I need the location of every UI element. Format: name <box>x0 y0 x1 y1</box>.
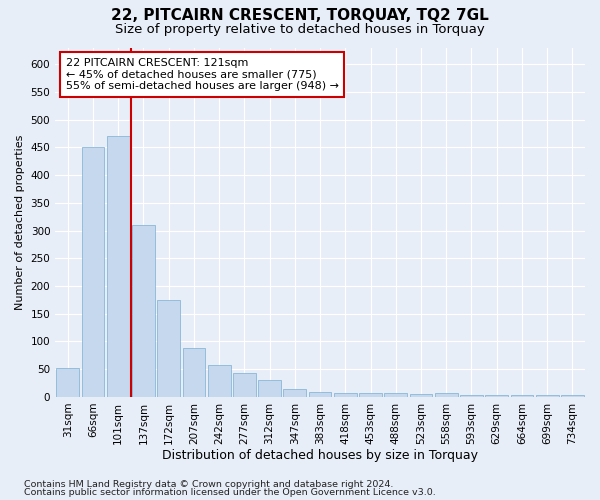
X-axis label: Distribution of detached houses by size in Torquay: Distribution of detached houses by size … <box>162 450 478 462</box>
Text: Contains HM Land Registry data © Crown copyright and database right 2024.: Contains HM Land Registry data © Crown c… <box>24 480 394 489</box>
Bar <box>385 393 407 397</box>
Text: 22, PITCAIRN CRESCENT, TORQUAY, TQ2 7GL: 22, PITCAIRN CRESCENT, TORQUAY, TQ2 7GL <box>111 8 489 22</box>
Text: Contains public sector information licensed under the Open Government Licence v3: Contains public sector information licen… <box>24 488 436 497</box>
Bar <box>460 396 483 397</box>
Bar <box>56 368 79 397</box>
Bar <box>157 300 180 397</box>
Bar <box>485 396 508 397</box>
Bar <box>283 388 306 397</box>
Bar <box>334 392 356 397</box>
Bar <box>435 392 458 397</box>
Bar <box>410 394 433 397</box>
Y-axis label: Number of detached properties: Number of detached properties <box>15 134 25 310</box>
Bar <box>208 366 230 397</box>
Text: 22 PITCAIRN CRESCENT: 121sqm
← 45% of detached houses are smaller (775)
55% of s: 22 PITCAIRN CRESCENT: 121sqm ← 45% of de… <box>66 58 339 91</box>
Bar <box>132 225 155 397</box>
Bar <box>309 392 331 397</box>
Bar <box>182 348 205 397</box>
Bar <box>561 396 584 397</box>
Bar <box>233 373 256 397</box>
Bar <box>258 380 281 397</box>
Bar <box>359 392 382 397</box>
Bar <box>107 136 130 397</box>
Text: Size of property relative to detached houses in Torquay: Size of property relative to detached ho… <box>115 22 485 36</box>
Bar <box>511 396 533 397</box>
Bar <box>536 396 559 397</box>
Bar <box>82 148 104 397</box>
